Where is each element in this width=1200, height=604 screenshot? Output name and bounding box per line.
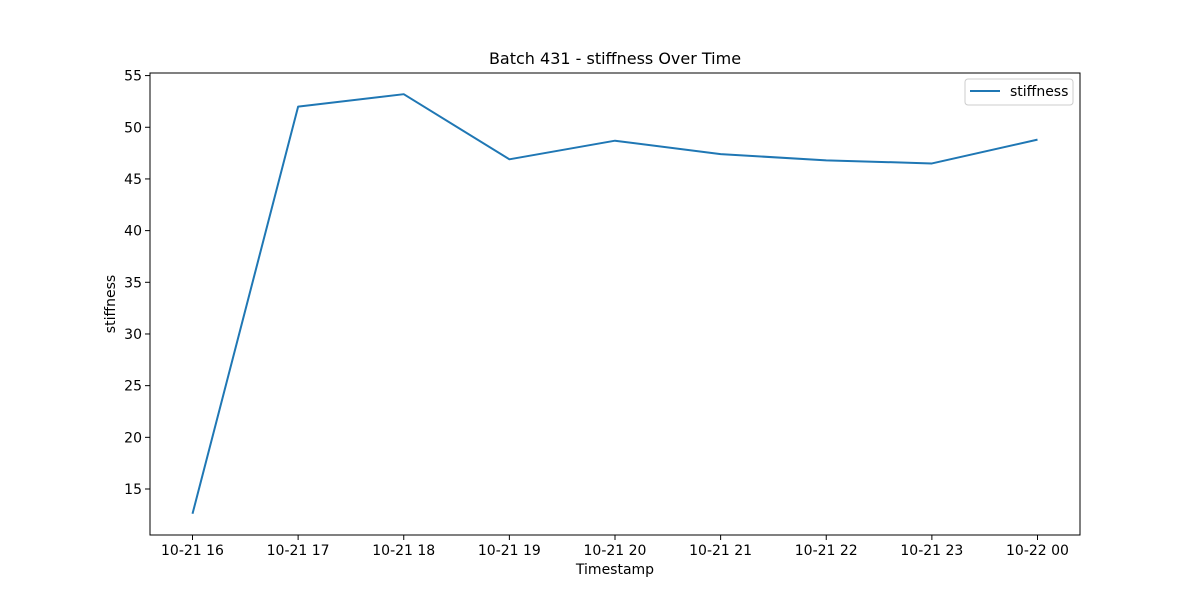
y-tick-label: 15	[124, 482, 142, 498]
y-tick-label: 35	[124, 275, 142, 291]
x-tick-label: 10-21 18	[372, 543, 435, 559]
plot-lines	[191, 93, 1038, 515]
y-axis: 15 20 25 30 35 40 45 50 55	[124, 69, 150, 498]
y-tick-label: 55	[124, 69, 142, 85]
legend: stiffness	[964, 78, 1074, 106]
chart-title: Batch 431 - stiffness Over Time	[489, 49, 741, 68]
y-tick-label: 30	[124, 327, 142, 343]
x-tick-label: 10-21 17	[267, 543, 330, 559]
x-tick-label: 10-21 19	[478, 543, 541, 559]
legend-box	[964, 78, 1074, 106]
y-tick-label: 45	[124, 172, 142, 188]
x-tick-label: 10-21 23	[900, 543, 963, 559]
x-tick-label: 10-21 20	[584, 543, 647, 559]
x-tick-label: 10-21 22	[795, 543, 858, 559]
x-axis: 10-21 16 10-21 17 10-21 18 10-21 19 10-21 20…	[161, 535, 1069, 559]
x-tick-label: 10-21 21	[689, 543, 752, 559]
y-axis-label: stiffness	[103, 275, 119, 333]
legend-label: stiffness	[1010, 84, 1068, 100]
y-tick-label: 20	[124, 430, 142, 446]
x-tick-label: 10-21 16	[161, 543, 224, 559]
y-tick-label: 25	[124, 379, 142, 395]
y-tick-label: 40	[124, 224, 142, 240]
series-line-stiffness	[191, 93, 1038, 515]
x-axis-label: Timestamp	[575, 562, 654, 578]
x-tick-label: 10-22 00	[1006, 543, 1069, 559]
plot-frame	[149, 72, 1081, 536]
y-tick-label: 50	[124, 120, 142, 136]
